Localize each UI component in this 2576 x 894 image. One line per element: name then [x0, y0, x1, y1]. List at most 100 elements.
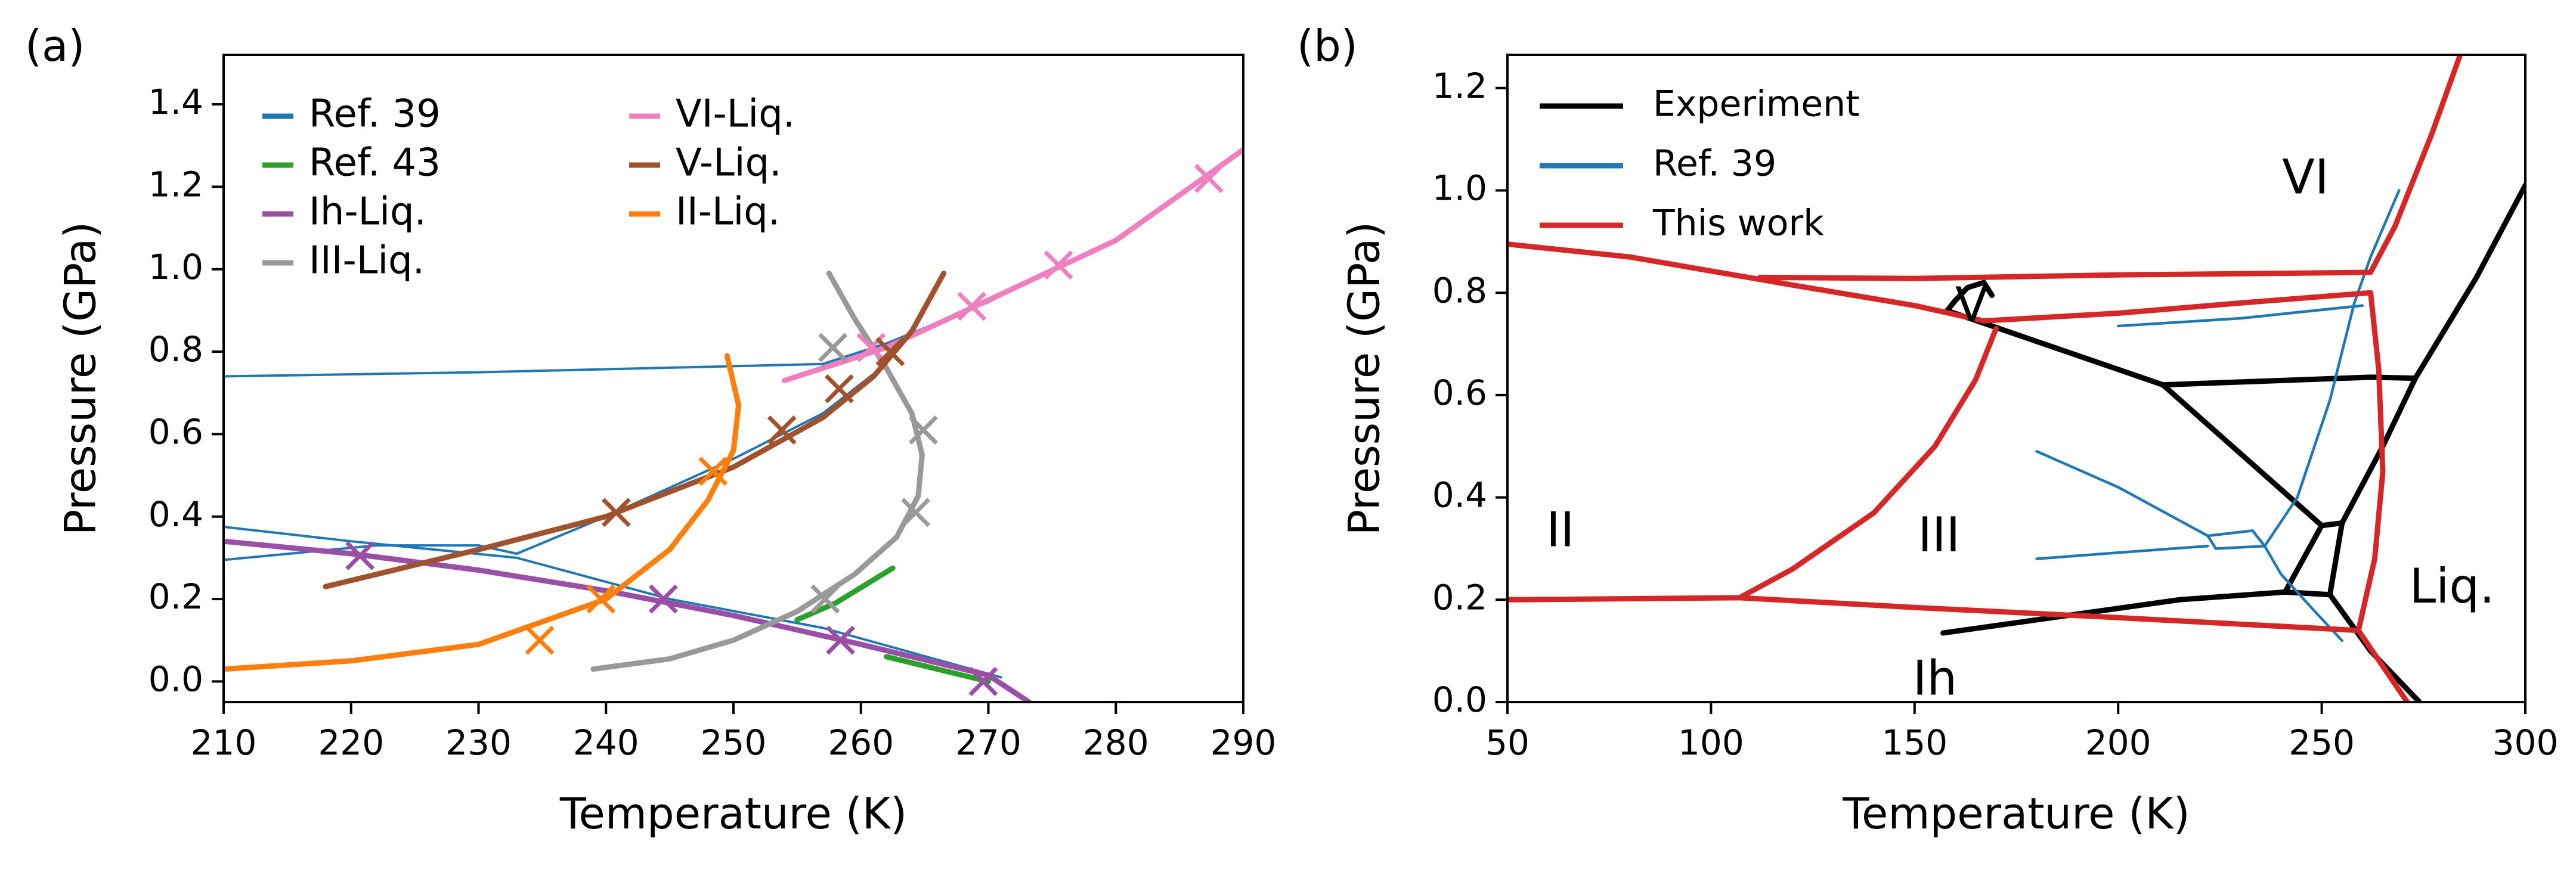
series-line-experiment-2	[2160, 374, 2419, 388]
marker-ih-liq-1	[345, 541, 375, 570]
legend-label: Ref. 39	[1653, 143, 1776, 185]
series-line-ref-39-2	[2035, 544, 2209, 560]
region-label-ii: II	[1546, 502, 1574, 558]
series-line-experiment-5	[2282, 523, 2325, 595]
series-line-ref-43-2	[884, 654, 991, 684]
y-tick-label: 1.0	[148, 247, 203, 287]
marker-iii-liq-3	[909, 415, 938, 445]
panel-label: (b)	[1297, 21, 1358, 71]
y-axis-label: Pressure (GPa)	[55, 222, 106, 536]
series-line-this-work-2	[1757, 55, 2463, 281]
y-tick-label: 0.2	[148, 576, 203, 617]
x-axis-label: Temperature (K)	[1842, 789, 2190, 839]
series-line-ii-liq	[224, 353, 742, 672]
series-line-ref-39-2	[224, 526, 1002, 679]
x-tick-label: 250	[2289, 722, 2355, 763]
legend-label: V-Liq.	[676, 141, 782, 185]
legend-label: Experiment	[1653, 83, 1860, 125]
marker-ii-liq-3	[698, 457, 728, 486]
y-tick-label: 1.2	[148, 164, 203, 204]
legend-label: This work	[1652, 203, 1824, 244]
series-line-ref-39-1	[2035, 450, 2218, 550]
marker-vi-liq-4	[1194, 164, 1224, 193]
marker-vi-liq-2	[957, 291, 987, 321]
legend-label: III-Liq.	[309, 239, 425, 283]
y-tick-label: 0.8	[148, 329, 203, 370]
region-label-vi: VI	[2282, 149, 2329, 204]
marker-vi-liq-3	[1044, 250, 1073, 280]
series-line-experiment-7	[2413, 182, 2525, 381]
series-line-experiment-9	[1944, 285, 1971, 313]
x-tick-label: 290	[1210, 722, 1277, 763]
series-line-ref-39-3	[224, 544, 518, 561]
series-line-ref-39-4	[2263, 189, 2401, 548]
y-tick-label: 0.6	[148, 411, 203, 452]
y-tick-label: 0.0	[148, 659, 203, 700]
y-tick-label: 0.8	[1432, 270, 1487, 311]
marker-iii-liq-2	[901, 498, 931, 527]
x-tick-label: 300	[2493, 722, 2559, 763]
series-line-vi-liq	[782, 147, 1243, 383]
legend-item-ih-liq: Ih-Liq.	[262, 190, 426, 234]
legend-item-v-liq: V-Liq.	[629, 141, 782, 185]
legend-item-vi-liq: VI-Liq.	[629, 92, 795, 136]
legend: Ref. 39 Ref. 43 Ih-Liq. III-Liq. VI-Liq. V-Li…	[262, 92, 795, 283]
legend-label: Ref. 39	[309, 92, 441, 136]
x-tick-label: 200	[2085, 722, 2151, 763]
marker-ih-liq-4	[968, 666, 998, 696]
legend-item-ref-39: Ref. 39	[1540, 143, 1776, 185]
y-axis-label: Pressure (GPa)	[1339, 222, 1389, 536]
marker-iii-liq-4	[818, 333, 848, 362]
y-tick-label: 0.2	[1432, 577, 1487, 617]
x-tick-label: 50	[1485, 722, 1530, 763]
series-line-ref-43-1	[794, 565, 896, 623]
x-tick-label: 100	[1678, 722, 1744, 763]
marker-v-liq-3	[824, 374, 854, 403]
x-tick-label: 150	[1881, 722, 1948, 763]
panel-a: (a) 210 220 230 240 250 260 270 280 290 0.0 0.2 0.4 0…	[25, 21, 1276, 839]
panel-label: (a)	[25, 21, 85, 71]
region-label-ih: Ih	[1913, 651, 1957, 706]
series-line-ref-39-7	[2263, 544, 2343, 642]
y-tick-label: 0.6	[1432, 372, 1487, 413]
marker-ii-liq-2	[586, 584, 616, 614]
legend-item-ii-liq: II-Liq.	[629, 190, 780, 234]
series-line-ref-39-6	[2116, 304, 2364, 328]
series-line-v-liq	[323, 271, 947, 589]
series-line-this-work-3	[2355, 290, 2410, 702]
axes-frame	[1506, 54, 2527, 703]
y-tick-label: 0.4	[148, 494, 203, 535]
series-line-this-work-1	[1507, 241, 2373, 324]
x-tick-label: 270	[955, 722, 1021, 763]
series-line-ref-39-5	[2251, 529, 2267, 548]
y-tick-label: 1.0	[1432, 168, 1487, 209]
y-tick-label: 0.0	[1432, 679, 1487, 720]
x-tick-label: 220	[318, 722, 384, 763]
plot-area	[1507, 55, 2525, 702]
y-tick-label: 0.4	[1432, 475, 1487, 516]
x-tick-label: 210	[191, 722, 257, 763]
legend-label: Ref. 43	[309, 141, 441, 185]
series-line-this-work-4	[1507, 595, 2361, 634]
x-tick-label: 260	[828, 722, 894, 763]
marker-iii-liq-1	[810, 584, 840, 614]
legend-item-experiment: Experiment	[1540, 83, 1860, 125]
legend-label: II-Liq.	[676, 190, 780, 234]
x-tick-label: 250	[701, 722, 767, 763]
x-tick-label: 280	[1083, 722, 1149, 763]
legend-item-iii-liq: III-Liq.	[262, 239, 425, 283]
marker-ih-liq-3	[826, 625, 856, 655]
legend-item-ref-39: Ref. 39	[262, 92, 441, 136]
x-tick-label: 230	[445, 722, 512, 763]
region-label-liq: Liq.	[2410, 558, 2495, 614]
series-line-this-work-5	[1736, 325, 1999, 601]
region-label-iii: III	[1918, 507, 1960, 563]
marker-v-liq-2	[767, 415, 797, 445]
marker-v-liq-4	[875, 337, 905, 367]
plot-area	[224, 147, 1243, 702]
x-axis-label: Temperature (K)	[559, 789, 907, 839]
y-tick-label: 1.4	[148, 82, 203, 122]
